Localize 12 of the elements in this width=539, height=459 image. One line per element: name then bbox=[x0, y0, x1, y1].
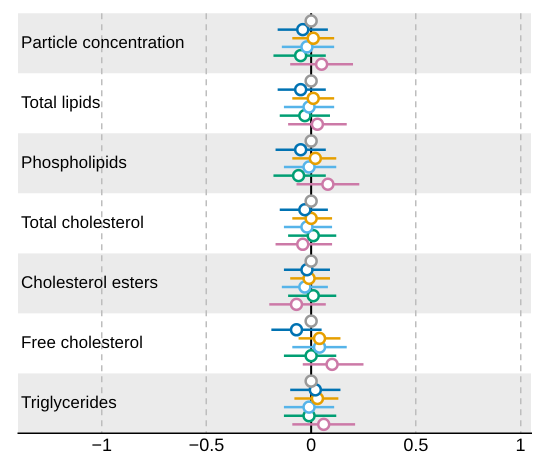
y-tick-label: Free cholesterol bbox=[21, 333, 143, 352]
y-tick-label: Total lipids bbox=[21, 92, 100, 112]
x-tick-label: −1 bbox=[91, 435, 112, 456]
x-tick-label: 0 bbox=[306, 435, 316, 456]
y-tick-label: Particle concentration bbox=[21, 32, 184, 52]
x-tick-label: 1 bbox=[516, 435, 526, 456]
x-tick-label: −0.5 bbox=[188, 435, 224, 456]
y-tick-label: Total cholesterol bbox=[21, 212, 144, 232]
y-tick-label: Cholesterol esters bbox=[21, 273, 158, 292]
x-tick-label: 0.5 bbox=[403, 435, 428, 456]
y-tick-label: Triglycerides bbox=[21, 393, 117, 412]
y-tick-label: Phospholipids bbox=[21, 152, 127, 172]
